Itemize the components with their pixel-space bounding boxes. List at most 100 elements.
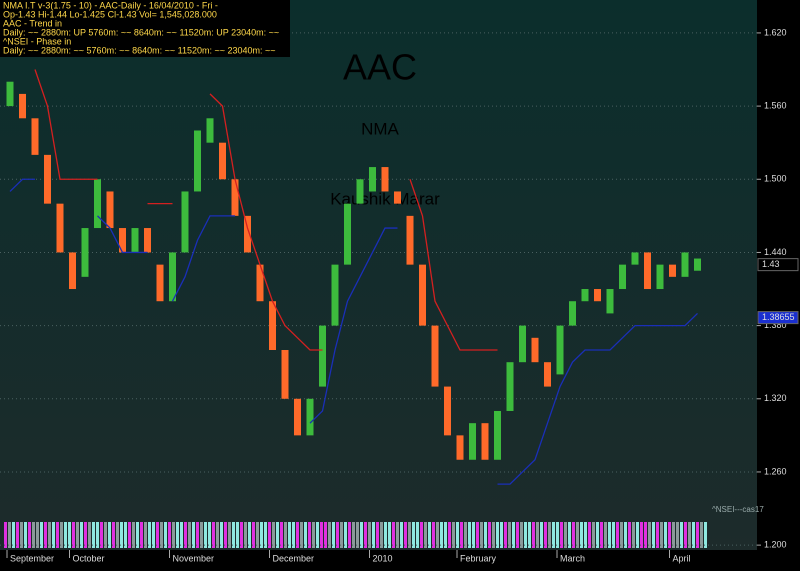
candle [56, 203, 64, 253]
strip-cell [348, 522, 351, 548]
strip-cell [696, 522, 699, 548]
strip-cell [60, 522, 63, 548]
strip-cell [224, 522, 227, 548]
strip-cell [464, 522, 467, 548]
strip-cell [420, 522, 423, 548]
price-tag [757, 311, 799, 325]
strip-cell [672, 522, 675, 548]
strip-cell [16, 522, 19, 548]
candle [281, 350, 289, 399]
strip-cell [332, 522, 335, 548]
x-tick-label: September [10, 553, 54, 563]
strip-cell [652, 522, 655, 548]
strip-cell [508, 522, 511, 548]
header-panel [0, 0, 290, 57]
strip-cell [88, 522, 91, 548]
strip-cell [340, 522, 343, 548]
strip-cell [260, 522, 263, 548]
x-tick-label: March [560, 553, 585, 563]
strip-cell [620, 522, 623, 548]
strip-cell [664, 522, 667, 548]
candle [194, 130, 201, 192]
strip-cell [596, 522, 599, 548]
strip-cell [488, 522, 491, 548]
strip-cell [636, 522, 639, 548]
strip-cell [264, 522, 267, 548]
strip-cell [300, 522, 303, 548]
price-tag-label: 1.38655 [762, 312, 795, 322]
candle [656, 264, 664, 290]
candle [581, 289, 589, 302]
strip-cell [364, 522, 367, 548]
strip-cell [40, 522, 43, 548]
strip-cell [576, 522, 579, 548]
strip-cell [256, 522, 259, 548]
candle [594, 289, 601, 302]
strip-cell [368, 522, 371, 548]
candle [519, 325, 526, 363]
strip-cell [64, 522, 67, 548]
strip-cell [400, 522, 403, 548]
strip-cell [440, 522, 443, 548]
strip-cell [700, 522, 703, 548]
strip-cell [204, 522, 207, 548]
strip-cell [116, 522, 119, 548]
strip-cell [36, 522, 39, 548]
strip-cell [568, 522, 571, 548]
strip-cell [376, 522, 379, 548]
y-tick-label: 1.620 [764, 27, 787, 37]
strip-cell [396, 522, 399, 548]
strip-cell [456, 522, 459, 548]
plot-background [0, 0, 757, 550]
strip-cell [628, 522, 631, 548]
strip-cell [528, 522, 531, 548]
header-line: Daily: ~~ 2880m: UP 5760m: ~~ 8640m: ~~ … [3, 27, 279, 37]
marks [6, 69, 701, 485]
header-line: ^NSEI - Phase in [3, 36, 71, 46]
strip-cell [100, 522, 103, 548]
candle [319, 325, 326, 387]
candle [406, 215, 414, 265]
strip-cell [220, 522, 223, 548]
strip-cell [428, 522, 431, 548]
strip-cell [192, 522, 195, 548]
candle [81, 228, 89, 277]
strip-cell [96, 522, 99, 548]
y-tick-label: 1.560 [764, 100, 787, 110]
strip-cell [216, 522, 219, 548]
strip-cell [240, 522, 243, 548]
strip-cell [388, 522, 391, 548]
strip-cell [544, 522, 547, 548]
y-tick-label: 1.380 [764, 320, 787, 330]
strip-cell [212, 522, 215, 548]
price-tag-label: 1.43 [762, 259, 780, 269]
strip-cell [72, 522, 75, 548]
candle [469, 423, 476, 460]
strip-cell [244, 522, 247, 548]
strip-cell [156, 522, 159, 548]
strip-cell [352, 522, 355, 548]
strip-cell [496, 522, 499, 548]
chart-title: AAC [343, 47, 417, 88]
strip-cell [608, 522, 611, 548]
strip-cell [356, 522, 359, 548]
y-tick-label: 1.440 [764, 247, 787, 257]
candle [119, 228, 126, 253]
strip-cell [640, 522, 643, 548]
strip-cell [328, 522, 331, 548]
candle [644, 252, 651, 290]
strip-cell [8, 522, 11, 548]
strip-cell [548, 522, 551, 548]
strip-cell [404, 522, 407, 548]
time-axis-panel [0, 550, 757, 571]
candle [31, 118, 39, 155]
strip-cell [668, 522, 671, 548]
strip-cell [692, 522, 695, 548]
header: NMA I.T v-3(1.75 - 10) - AAC-Daily - 16/… [3, 0, 279, 55]
strip-cell [232, 522, 235, 548]
strip-cell [452, 522, 455, 548]
y-tick-label: 1.320 [764, 393, 787, 403]
candle [531, 337, 539, 363]
candle [331, 264, 339, 326]
